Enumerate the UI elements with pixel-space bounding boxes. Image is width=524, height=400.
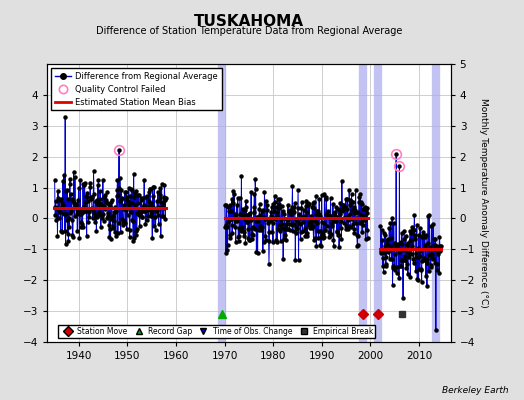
Text: Berkeley Earth: Berkeley Earth [442, 386, 508, 395]
Text: TUSKAHOMA: TUSKAHOMA [194, 14, 304, 29]
Text: Difference of Station Temperature Data from Regional Average: Difference of Station Temperature Data f… [96, 26, 402, 36]
Y-axis label: Monthly Temperature Anomaly Difference (°C): Monthly Temperature Anomaly Difference (… [479, 98, 488, 308]
Legend: Station Move, Record Gap, Time of Obs. Change, Empirical Break: Station Move, Record Gap, Time of Obs. C… [58, 324, 375, 338]
